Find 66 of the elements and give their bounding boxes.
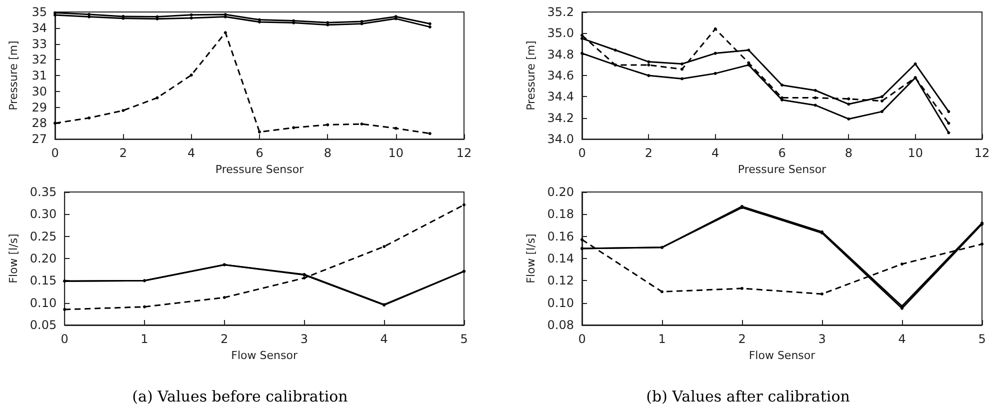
x-tick-label: 0: [60, 332, 68, 346]
y-tick-label: 0.20: [30, 252, 57, 266]
y-axis-title: Pressure [m]: [7, 40, 20, 110]
x-tick-label: 8: [844, 146, 852, 160]
x-tick-label: 5: [460, 332, 468, 346]
x-tick-label: 8: [324, 146, 332, 160]
y-tick-label: 35.2: [547, 5, 574, 19]
y-tick-label: 34.0: [547, 132, 574, 146]
text: (b) Values after calibration: [646, 388, 850, 406]
y-tick-label: 0.12: [547, 274, 574, 288]
x-tick-label: 4: [188, 146, 196, 160]
y-tick-label: 34.4: [547, 90, 574, 104]
y-tick-label: 34.2: [547, 110, 574, 125]
x-tick-label: 2: [119, 146, 127, 160]
y-tick-label: 27: [32, 132, 47, 146]
text: (a) Values before calibration: [132, 388, 348, 406]
x-tick-label: 3: [300, 332, 308, 346]
y-tick-label: 33: [32, 36, 47, 51]
x-tick-label: 4: [380, 332, 388, 346]
x-tick-label: 3: [818, 332, 826, 346]
y-tick-label: 35: [32, 5, 47, 19]
y-tick-label: 30: [32, 84, 47, 98]
x-tick-label: 12: [456, 146, 472, 160]
x-tick-label: 2: [220, 332, 228, 346]
y-axis-title: Flow [l/s]: [7, 234, 20, 284]
y-tick-label: 0.20: [547, 185, 574, 199]
y-tick-label: 0.30: [30, 207, 57, 222]
x-tick-label: 12: [974, 146, 990, 160]
x-tick-label: 2: [644, 146, 652, 160]
y-tick-label: 29: [32, 100, 47, 114]
y-tick-label: 34: [32, 20, 47, 35]
y-tick-label: 34.6: [547, 68, 574, 83]
x-tick-label: 2: [738, 332, 746, 346]
y-tick-label: 32: [32, 52, 47, 67]
y-tick-label: 0.14: [547, 252, 574, 266]
y-tick-label: 0.18: [547, 207, 574, 222]
y-tick-label: 31: [32, 68, 47, 83]
y-tick-label: 0.25: [30, 229, 57, 244]
x-axis-title: Flow Sensor: [231, 348, 298, 362]
x-axis-title: Pressure Sensor: [738, 163, 827, 176]
y-tick-label: 0.05: [30, 318, 57, 332]
y-axis-title: Flow [l/s]: [524, 234, 538, 284]
x-tick-label: 4: [712, 146, 720, 160]
x-tick-label: 5: [978, 332, 986, 346]
x-tick-label: 10: [908, 146, 923, 160]
x-axis-title: Pressure Sensor: [215, 163, 304, 176]
x-tick-label: 0: [578, 146, 586, 160]
x-tick-label: 0: [51, 146, 59, 160]
x-tick-label: 6: [778, 146, 786, 160]
y-tick-label: 35.0: [547, 26, 574, 40]
y-tick-label: 0.16: [547, 229, 574, 244]
x-tick-label: 1: [658, 332, 666, 346]
y-tick-label: 0.10: [30, 296, 57, 310]
y-tick-label: 0.35: [30, 185, 57, 199]
x-tick-label: 10: [388, 146, 404, 160]
x-tick-label: 4: [898, 332, 906, 346]
y-tick-label: 0.15: [30, 274, 57, 288]
y-tick-label: 0.08: [547, 318, 574, 332]
x-tick-label: 0: [578, 332, 586, 346]
y-axis-title: Pressure [m]: [524, 40, 538, 110]
y-tick-label: 0.10: [547, 296, 574, 310]
x-tick-label: 6: [256, 146, 264, 160]
y-tick-label: 28: [32, 116, 47, 130]
y-tick-label: 34.8: [547, 47, 574, 62]
x-tick-label: 1: [140, 332, 148, 346]
x-axis-title: Flow Sensor: [748, 348, 816, 362]
